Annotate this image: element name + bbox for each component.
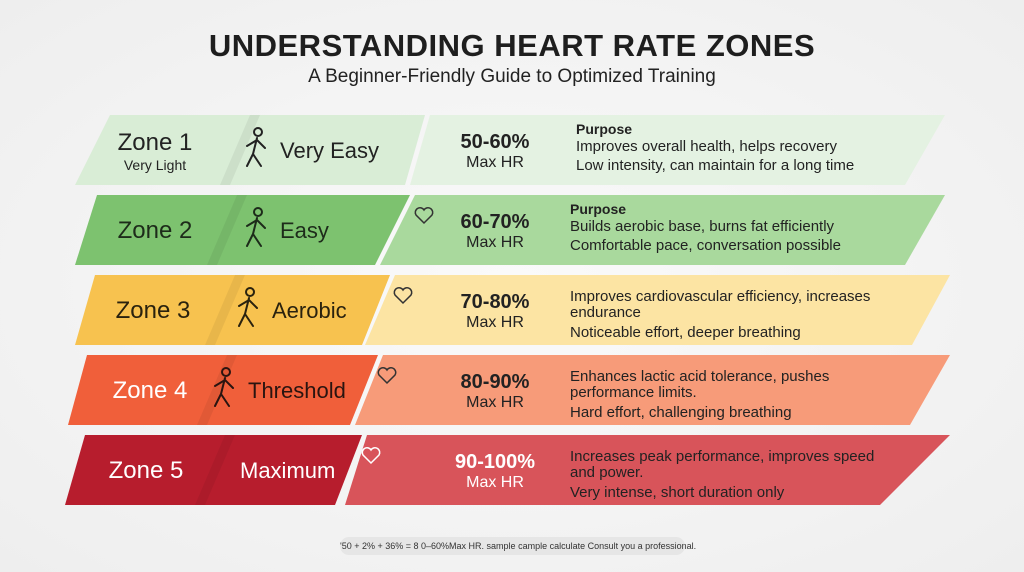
zone-band-divider xyxy=(197,355,237,425)
zone-range: 90-100% xyxy=(454,451,536,473)
purpose-line: Very intense, short duration only xyxy=(570,484,785,501)
subtitle: A Beginner-Friendly Guide to Optimized T… xyxy=(308,66,716,87)
zone-range-unit: Max HR xyxy=(466,234,524,251)
zone-band-left xyxy=(75,275,390,345)
title: UNDERSTANDING HEART RATE ZONES xyxy=(208,28,816,63)
zone-range: 80-90% xyxy=(460,371,530,393)
purpose-line: Enhances lactic acid tolerance, pushes p… xyxy=(570,368,830,401)
zone-range-unit: Max HR xyxy=(466,154,524,171)
purpose-line: Noticeable effort, deeper breathing xyxy=(570,324,801,341)
zone-intensity: Very Easy xyxy=(280,138,380,163)
zone-intensity: Maximum xyxy=(240,458,336,483)
zone-intensity: Aerobic xyxy=(272,298,347,323)
purpose-line: Comfortable pace, conversation possible xyxy=(570,237,841,254)
icon-body xyxy=(246,217,266,247)
heart-icon xyxy=(361,447,381,465)
icon-head xyxy=(253,207,263,217)
zone-range: 70-80% xyxy=(460,291,530,313)
zone-intensity: Threshold xyxy=(248,378,346,403)
zone-band-right xyxy=(410,115,945,185)
icon-head xyxy=(253,127,263,137)
purpose-heading: Purpose xyxy=(570,201,627,217)
zone-range: 50-60% xyxy=(460,131,530,153)
icon-body xyxy=(238,297,258,327)
icon-head xyxy=(221,367,231,377)
icon-head xyxy=(245,287,255,297)
zone-band-left xyxy=(75,195,410,265)
zone-band-left xyxy=(75,115,425,185)
purpose-line: Builds aerobic base, burns fat efficient… xyxy=(570,218,835,235)
zone-name: Zone 4 xyxy=(112,377,188,404)
purpose-line: Low intensity, can maintain for a long t… xyxy=(576,157,855,174)
icon-body xyxy=(246,137,266,167)
zone-range: 60-70% xyxy=(460,211,530,233)
purpose-line: Improves overall health, helps recovery xyxy=(576,138,837,155)
zone-name: Zone 2 xyxy=(117,217,193,244)
zone-band-divider xyxy=(195,435,235,505)
zone-range-unit: Max HR xyxy=(466,394,524,411)
purpose-line: Improves cardiovascular efficiency, incr… xyxy=(570,288,871,321)
zone-range-unit: Max HR xyxy=(466,474,524,491)
zone-band-divider xyxy=(207,195,247,265)
zone-band-left xyxy=(65,435,362,505)
purpose-line: Hard effort, challenging breathing xyxy=(570,404,792,421)
zone-name: Zone 5 xyxy=(108,457,184,484)
zone-intensity: Easy xyxy=(280,218,329,243)
zone-sublabel: Very Light xyxy=(123,157,187,173)
footnote: '50 + 2% + 36% = 8 0–60%Max HR. sample c… xyxy=(340,537,696,555)
heart-icon xyxy=(377,367,397,385)
icon-body xyxy=(214,377,234,407)
heart-icon xyxy=(414,207,434,225)
zone-name: Zone 3 xyxy=(115,297,191,324)
heart-icon xyxy=(393,287,413,305)
zone-name: Zone 1 xyxy=(117,129,193,156)
purpose-heading: Purpose xyxy=(576,121,633,137)
purpose-line: Increases peak performance, improves spe… xyxy=(570,448,875,481)
zone-band-right xyxy=(365,275,950,345)
zone-range-unit: Max HR xyxy=(466,314,524,331)
zone-band-divider xyxy=(205,275,245,345)
zone-band-divider xyxy=(220,115,260,185)
zone-band-right xyxy=(380,195,945,265)
zone-band-right xyxy=(345,435,950,505)
zone-band-right xyxy=(355,355,950,425)
